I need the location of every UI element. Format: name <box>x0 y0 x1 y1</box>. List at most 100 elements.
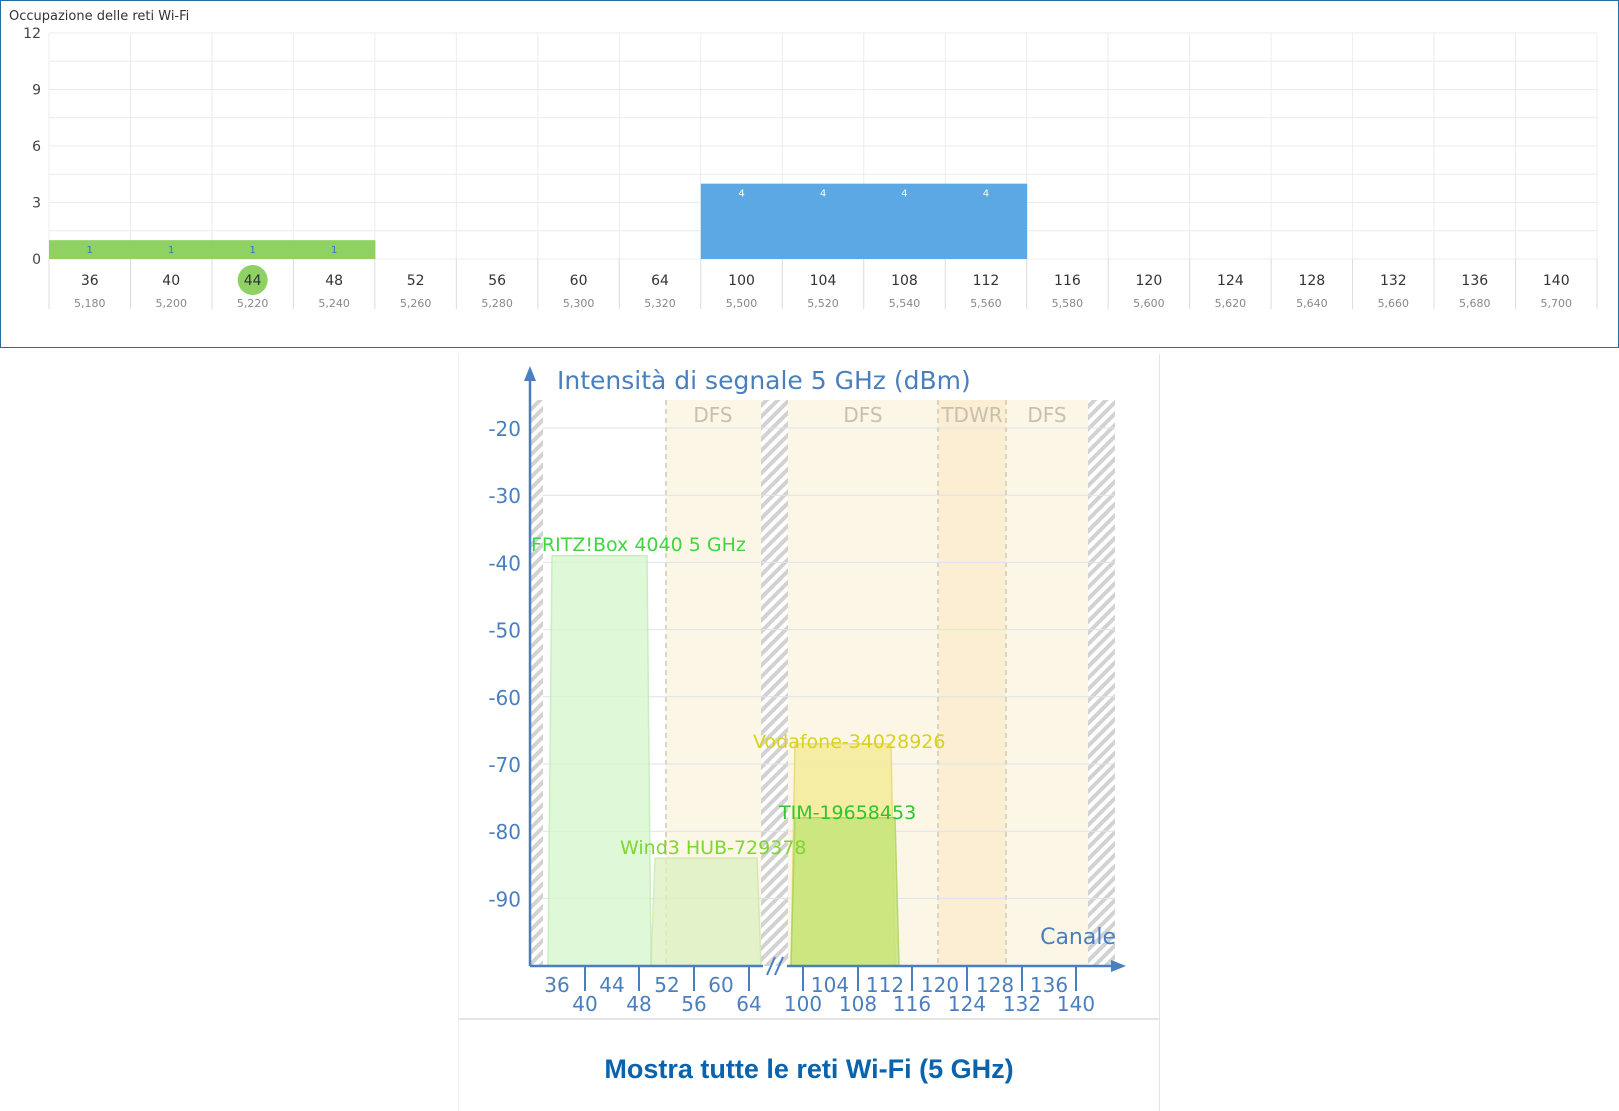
frequency-label: 5,540 <box>889 297 921 310</box>
band-region <box>1006 400 1088 966</box>
channel-label: 56 <box>488 273 506 289</box>
channel-label: 108 <box>891 273 918 289</box>
network-label: Wind3 HUB-729378 <box>620 837 807 859</box>
occupancy-chart-title: Occupazione delle reti Wi-Fi <box>9 9 190 24</box>
y-tick-label: -90 <box>488 887 521 911</box>
x-tick-label: 116 <box>893 992 931 1014</box>
network-area <box>547 554 652 967</box>
channel-label: 44 <box>244 273 262 289</box>
signal-strength-chart: DFS DFS TDWR DFS FRITZ!Box 4040 5 GHz Wind3 H… <box>488 366 1126 1014</box>
channel-label: 52 <box>407 273 425 289</box>
network-area <box>790 817 900 967</box>
network-area <box>650 857 762 967</box>
band-label: DFS <box>693 403 732 427</box>
frequency-label: 5,280 <box>481 297 513 310</box>
bar-value-label: 1 <box>249 245 255 256</box>
channel-label: 112 <box>973 273 1000 289</box>
frequency-label: 5,260 <box>400 297 432 310</box>
x-tick-label: 132 <box>1003 992 1041 1014</box>
channel-label: 140 <box>1543 273 1570 289</box>
x-tick-label: 48 <box>626 992 651 1014</box>
bar <box>863 183 946 259</box>
x-tick-label: 40 <box>572 992 597 1014</box>
channel-label: 104 <box>810 273 837 289</box>
frequency-label: 5,180 <box>74 297 106 310</box>
x-axis-label: Canale <box>1040 925 1116 950</box>
bar-value-label: 4 <box>820 189 826 200</box>
frequency-label: 5,200 <box>155 297 187 310</box>
signal-chart-title: Intensità di segnale 5 GHz (dBm) <box>557 366 971 395</box>
frequency-label: 5,640 <box>1296 297 1328 310</box>
y-tick-label: -20 <box>488 417 521 441</box>
y-tick-label: -30 <box>488 484 521 508</box>
frequency-label: 5,300 <box>563 297 595 310</box>
band-label: DFS <box>1027 403 1066 427</box>
network-label: Vodafone-34028926 <box>753 731 945 753</box>
channel-label: 48 <box>325 273 343 289</box>
signal-strength-card: DFS DFS TDWR DFS FRITZ!Box 4040 5 GHz Wind3 H… <box>458 354 1160 1111</box>
bar <box>293 240 376 259</box>
y-tick-label: 0 <box>32 252 41 268</box>
channel-label: 124 <box>1217 273 1244 289</box>
frequency-label: 5,320 <box>644 297 676 310</box>
channel-label: 136 <box>1461 273 1488 289</box>
bar-value-label: 4 <box>901 189 907 200</box>
frequency-label: 5,700 <box>1541 297 1573 310</box>
hatched-separator <box>761 400 788 966</box>
x-tick-label: 112 <box>866 973 904 997</box>
y-tick-label: -80 <box>488 820 521 844</box>
x-tick-label: 56 <box>681 992 706 1014</box>
channel-label: 132 <box>1380 273 1407 289</box>
bar <box>700 183 783 259</box>
bar-value-label: 1 <box>331 245 337 256</box>
channel-label: 36 <box>81 273 99 289</box>
x-tick-label: 104 <box>811 973 849 997</box>
axis-break <box>766 956 776 976</box>
frequency-label: 5,620 <box>1215 297 1247 310</box>
channel-label: 64 <box>651 273 669 289</box>
bar <box>945 183 1028 259</box>
bar <box>782 183 865 259</box>
band-region <box>938 400 1006 966</box>
y-tick-label: 12 <box>23 26 41 42</box>
frequency-label: 5,600 <box>1133 297 1165 310</box>
y-tick-label: 6 <box>32 139 41 155</box>
channel-label: 128 <box>1298 273 1325 289</box>
network-label: TIM-19658453 <box>778 802 916 824</box>
bar-value-label: 4 <box>983 189 989 200</box>
frequency-label: 5,220 <box>237 297 269 310</box>
channel-label: 116 <box>1054 273 1081 289</box>
bar <box>211 240 294 259</box>
channel-label: 120 <box>1136 273 1163 289</box>
bar-value-label: 1 <box>168 245 174 256</box>
band-label: TDWR <box>940 403 1002 427</box>
x-tick-label: 60 <box>708 973 733 997</box>
network-label: FRITZ!Box 4040 5 GHz <box>531 534 746 556</box>
x-tick-label: 136 <box>1030 973 1068 997</box>
channel-label: 40 <box>162 273 180 289</box>
bar <box>49 240 131 259</box>
frequency-label: 5,680 <box>1459 297 1491 310</box>
frequency-label: 5,520 <box>807 297 839 310</box>
y-tick-label: -40 <box>488 551 521 575</box>
x-tick-label: 100 <box>784 992 822 1014</box>
channel-occupancy-panel: Occupazione delle reti Wi-Fi 12 9 6 3 0 1 1 1 1 4… <box>0 0 1619 348</box>
x-tick-label: 140 <box>1057 992 1095 1014</box>
bar-value-label: 4 <box>738 189 744 200</box>
x-tick-label: 128 <box>976 973 1014 997</box>
frequency-label: 5,500 <box>726 297 758 310</box>
hatched-separator <box>529 400 543 966</box>
y-tick-label: 3 <box>32 196 41 212</box>
y-axis-arrow <box>524 366 536 381</box>
show-all-networks-link[interactable]: Mostra tutte le reti Wi-Fi (5 GHz) <box>604 1054 1014 1084</box>
x-axis-arrow <box>1111 960 1126 972</box>
x-tick-label: 120 <box>921 973 959 997</box>
y-tick-label: -70 <box>488 753 521 777</box>
x-tick-label: 36 <box>544 973 569 997</box>
frequency-label: 5,660 <box>1378 297 1410 310</box>
frequency-label: 5,240 <box>318 297 350 310</box>
hatched-separator <box>1088 400 1115 966</box>
x-tick-label: 44 <box>599 973 624 997</box>
channel-label: 100 <box>728 273 755 289</box>
